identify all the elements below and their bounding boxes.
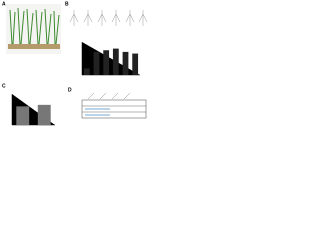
axes (11, 42, 140, 126)
bar (122, 51, 129, 75)
bar (93, 51, 100, 75)
bar (37, 104, 51, 125)
bar (132, 53, 139, 75)
table (81, 92, 147, 119)
figure: A B C D (2, 1, 148, 126)
bar (103, 50, 110, 75)
root-schematics (69, 10, 148, 26)
bar (112, 48, 119, 75)
bar (83, 68, 90, 75)
panel-label: C (2, 83, 6, 89)
bar (16, 106, 30, 125)
soil (8, 44, 60, 49)
panel-label: D (68, 87, 72, 93)
panel-label: B (65, 1, 69, 7)
plants (9, 7, 60, 45)
panel-label: A (2, 1, 6, 7)
